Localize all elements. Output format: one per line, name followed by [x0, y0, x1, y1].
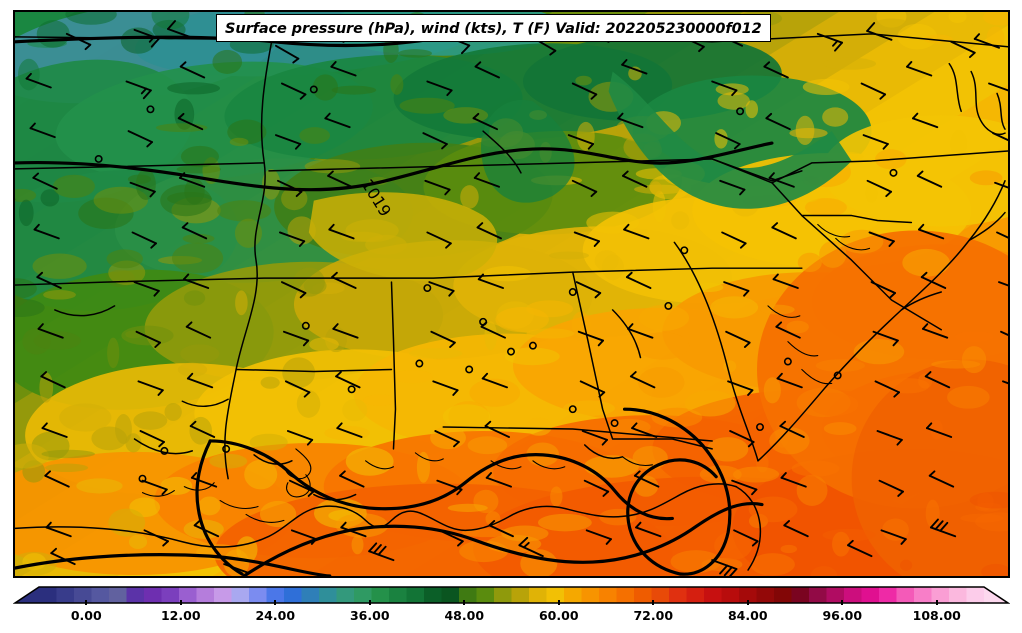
- colorbar-tick-mark: [557, 600, 560, 605]
- colorbar-tick-label: 0.00: [70, 608, 102, 623]
- colorbar-tick-mark: [368, 600, 371, 605]
- colorbar-tick-label: 12.00: [160, 608, 201, 623]
- isobar-layer: [15, 18, 774, 576]
- colorbar: [13, 586, 1010, 604]
- colorbar-tick-mark: [463, 600, 466, 605]
- map-canvas: 1019: [15, 12, 1008, 576]
- map-panel: 1019: [13, 10, 1010, 578]
- colorbar-tick-label: 36.00: [349, 608, 390, 623]
- colorbar-tick-mark: [935, 600, 938, 605]
- colorbar-tick-mark: [179, 600, 182, 605]
- colorbar-tick-label: 72.00: [633, 608, 674, 623]
- colorbar-tick-label: 108.00: [912, 608, 961, 623]
- colorbar-tick-label: 84.00: [727, 608, 768, 623]
- temperature-fill-layer: [15, 12, 1008, 576]
- colorbar-swatches: [13, 586, 1010, 604]
- colorbar-tick-label: 24.00: [255, 608, 296, 623]
- colorbar-tick-label: 96.00: [822, 608, 863, 623]
- wind-barb-layer: [25, 20, 1008, 576]
- colorbar-tick-mark: [274, 600, 277, 605]
- page-title: Surface pressure (hPa), wind (kts), T (F…: [225, 21, 762, 37]
- colorbar-tick-label: 48.00: [444, 608, 485, 623]
- map-title-box: Surface pressure (hPa), wind (kts), T (F…: [216, 14, 771, 42]
- colorbar-tick-labels: 0.00 12.00 24.00 36.00 48.00 60.00 72.00 84.00 9…: [13, 600, 1010, 630]
- colorbar-tick-mark: [841, 600, 844, 605]
- colorbar-tick-mark: [652, 600, 655, 605]
- colorbar-tick-mark: [746, 600, 749, 605]
- colorbar-tick-mark: [85, 600, 88, 605]
- geography-layer: [15, 29, 1008, 571]
- colorbar-tick-label: 60.00: [538, 608, 579, 623]
